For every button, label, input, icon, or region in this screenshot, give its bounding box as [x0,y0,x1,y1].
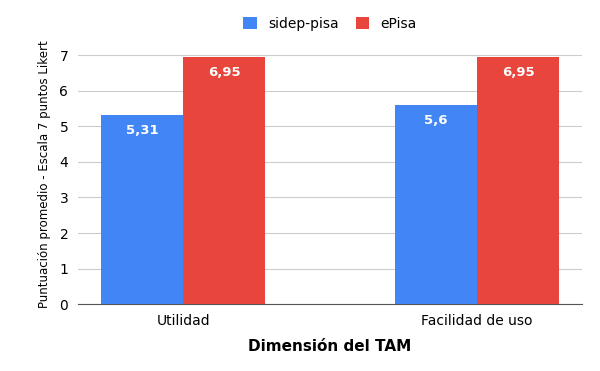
Text: 5,31: 5,31 [126,124,158,137]
Text: 6,95: 6,95 [502,66,534,79]
X-axis label: Dimensión del TAM: Dimensión del TAM [248,339,412,354]
Bar [101,115,183,304]
Text: 5,6: 5,6 [424,114,448,127]
Bar [477,57,559,304]
Bar [395,105,477,304]
Y-axis label: Puntuación promedio - Escala 7 puntos Likert: Puntuación promedio - Escala 7 puntos Li… [38,40,51,308]
Bar [183,57,265,304]
Text: 6,95: 6,95 [208,66,241,79]
Legend: sidep-pisa, ePisa: sidep-pisa, ePisa [239,13,421,35]
